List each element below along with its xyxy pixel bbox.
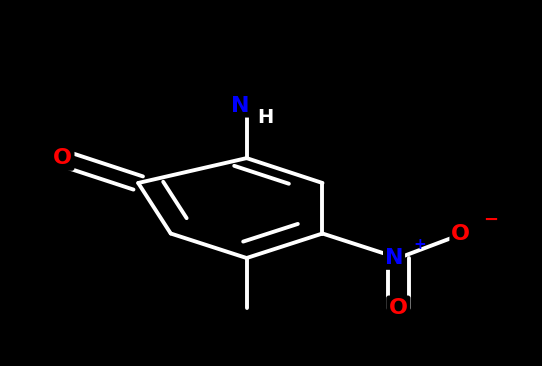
Text: O: O <box>53 148 72 168</box>
Text: O: O <box>389 298 408 318</box>
Text: +: + <box>414 237 427 251</box>
Text: O: O <box>451 224 470 243</box>
Text: N: N <box>385 248 403 268</box>
Text: H: H <box>257 108 274 127</box>
Text: N: N <box>231 96 249 116</box>
Text: −: − <box>483 210 498 229</box>
